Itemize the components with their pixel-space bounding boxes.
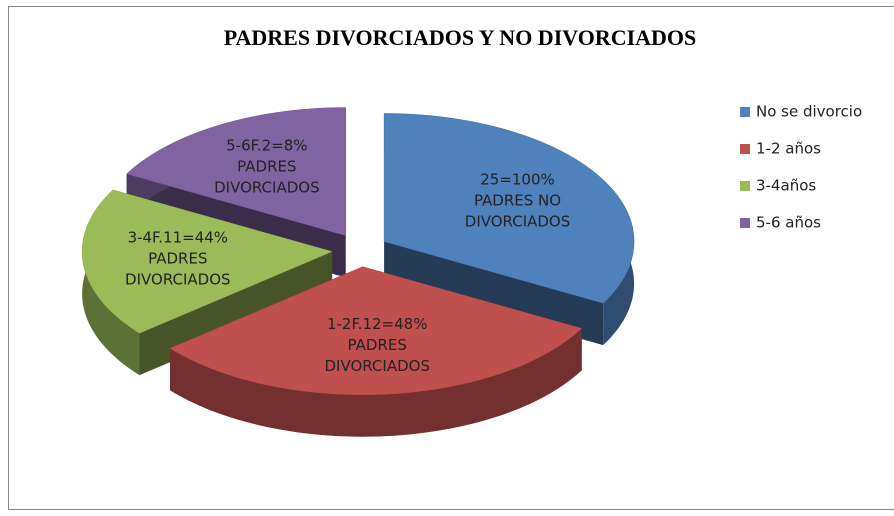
legend-swatch (740, 218, 750, 228)
slice (169, 266, 583, 437)
slice (81, 189, 333, 334)
legend-swatch (740, 181, 750, 191)
legend: No se divorcio 1-2 años 3-4años 5-6 años (740, 103, 862, 232)
data-label: PADRES (237, 158, 296, 176)
data-label: DIVORCIADOS (125, 271, 231, 289)
legend-label: No se divorcio (756, 103, 862, 121)
legend-swatch (740, 107, 750, 117)
data-label: 25=100% (480, 171, 555, 189)
slice (126, 107, 346, 236)
legend-label: 1-2 años (756, 140, 821, 158)
chart-title: PADRES DIVORCIADOS Y NO DIVORCIADOS (224, 25, 697, 50)
data-label: DIVORCIADOS (465, 213, 571, 231)
data-label: 5-6F.2=8% (226, 137, 307, 155)
legend-swatch (740, 144, 750, 154)
data-label: DIVORCIADOS (214, 179, 320, 197)
data-label: DIVORCIADOS (324, 357, 430, 375)
data-label: 1-2F.12=48% (327, 315, 427, 333)
data-label: PADRES (348, 336, 407, 354)
pie: 25=100% PADRES NO DIVORCIADOS 1-2F.12=48% PA… (81, 107, 635, 437)
slice (383, 113, 635, 304)
data-label: PADRES (148, 250, 207, 268)
slice-side (170, 328, 582, 437)
data-label: PADRES NO (474, 192, 561, 210)
data-label: 3-4F.11=44% (128, 229, 228, 247)
legend-label: 3-4años (756, 177, 816, 195)
legend-label: 5-6 años (756, 214, 821, 232)
slice (169, 266, 583, 395)
